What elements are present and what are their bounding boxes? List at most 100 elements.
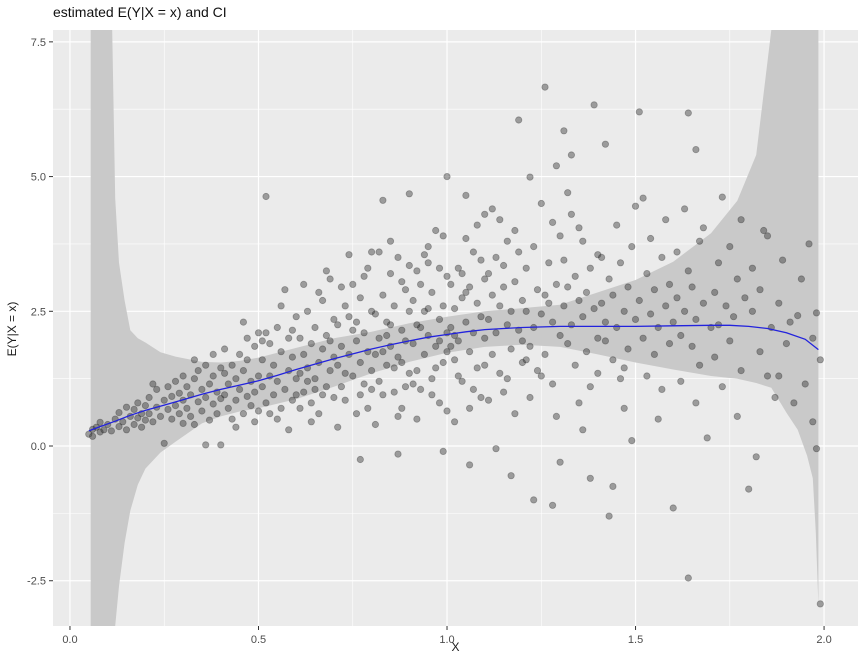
data-point xyxy=(782,339,791,348)
data-point xyxy=(496,369,504,377)
data-point xyxy=(277,348,285,356)
data-point xyxy=(405,307,413,315)
data-point xyxy=(786,318,794,326)
data-point xyxy=(330,315,338,323)
data-point xyxy=(465,348,474,356)
data-point xyxy=(386,321,395,329)
data-point xyxy=(507,307,515,315)
data-point xyxy=(771,393,779,402)
data-point xyxy=(564,283,572,291)
data-point xyxy=(409,380,417,388)
data-point xyxy=(164,405,172,413)
data-point xyxy=(390,388,398,396)
data-point xyxy=(322,383,330,391)
data-point xyxy=(613,221,621,229)
data-point xyxy=(141,416,149,424)
data-point xyxy=(149,418,157,426)
data-point xyxy=(454,372,462,380)
confidence-ribbon xyxy=(90,30,819,626)
data-point xyxy=(379,196,387,204)
data-point xyxy=(481,275,489,283)
data-point xyxy=(582,348,591,356)
data-point xyxy=(371,350,379,358)
data-point xyxy=(239,366,247,375)
data-point xyxy=(567,151,576,159)
data-point xyxy=(775,372,783,380)
data-point xyxy=(352,410,361,418)
x-tick-label: 1.5 xyxy=(628,634,643,646)
data-point xyxy=(190,420,198,429)
data-point xyxy=(469,385,477,393)
data-point xyxy=(194,398,202,406)
data-point xyxy=(443,407,451,415)
data-point xyxy=(273,377,281,385)
data-point xyxy=(756,286,764,294)
data-point xyxy=(228,361,236,369)
data-point xyxy=(386,237,395,245)
data-point xyxy=(356,391,364,399)
data-point xyxy=(718,383,726,391)
data-point xyxy=(371,310,379,318)
data-point xyxy=(488,291,496,299)
data-point xyxy=(439,447,447,455)
data-point xyxy=(337,342,345,350)
data-point xyxy=(394,353,402,361)
data-point xyxy=(315,288,323,296)
data-point xyxy=(379,391,387,399)
data-point xyxy=(420,307,428,315)
data-point xyxy=(277,404,285,412)
data-point xyxy=(345,251,353,259)
data-point xyxy=(669,504,677,512)
data-point xyxy=(322,267,330,275)
data-point xyxy=(518,358,527,367)
data-point xyxy=(398,278,406,286)
data-point xyxy=(413,415,421,423)
data-point xyxy=(383,331,391,340)
data-point xyxy=(232,396,240,404)
data-point xyxy=(205,416,214,424)
data-point xyxy=(662,216,670,224)
data-point xyxy=(692,146,700,154)
data-point xyxy=(469,248,477,256)
data-point xyxy=(643,269,651,278)
data-point xyxy=(582,288,591,296)
data-point xyxy=(367,385,376,393)
data-point xyxy=(541,83,549,91)
data-point xyxy=(318,345,327,353)
data-point xyxy=(533,366,542,375)
data-point xyxy=(522,356,530,364)
y-tick-label: 5.0 xyxy=(31,172,46,184)
data-point xyxy=(443,173,451,181)
data-point xyxy=(428,375,436,383)
data-point xyxy=(628,243,636,251)
data-point xyxy=(680,205,689,213)
data-point xyxy=(292,375,300,383)
data-point xyxy=(258,383,266,391)
data-point xyxy=(367,366,376,375)
data-point xyxy=(96,418,104,426)
data-point xyxy=(232,423,240,431)
data-point xyxy=(560,256,568,264)
data-point xyxy=(153,385,161,393)
data-point xyxy=(594,251,602,259)
data-point xyxy=(424,304,432,313)
data-point xyxy=(729,313,738,321)
data-point xyxy=(409,296,417,305)
data-point xyxy=(556,458,564,466)
data-point xyxy=(356,455,364,464)
data-point xyxy=(680,307,689,315)
data-point xyxy=(654,415,662,423)
data-point xyxy=(134,414,142,422)
data-point xyxy=(322,331,330,340)
data-point xyxy=(503,375,511,383)
data-point xyxy=(473,299,481,307)
data-point xyxy=(424,243,432,251)
data-point xyxy=(628,436,636,445)
data-point xyxy=(141,401,149,410)
data-point xyxy=(726,243,734,251)
data-point xyxy=(209,400,217,408)
data-point xyxy=(383,361,391,369)
data-point xyxy=(703,434,711,442)
data-point xyxy=(435,264,444,272)
